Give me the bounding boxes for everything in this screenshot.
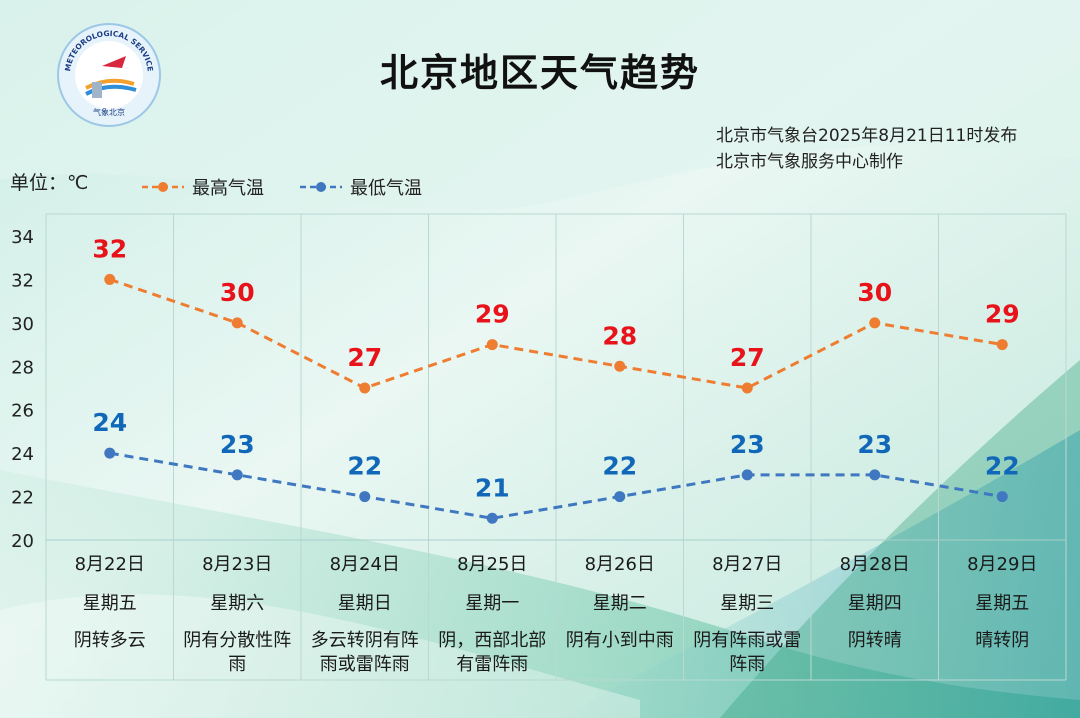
high-temp-point xyxy=(359,382,371,394)
weather-description-line: 阴有小到中雨 xyxy=(565,630,674,651)
svg-text:气象北京: 气象北京 xyxy=(93,107,125,117)
weekday-label: 星期一 xyxy=(465,593,520,614)
high-temp-data-label: 27 xyxy=(347,343,382,372)
weather-description-line: 阴有分散性阵 xyxy=(183,630,292,651)
low-temp-point xyxy=(614,491,626,503)
y-tick-label: 22 xyxy=(11,488,34,509)
low-temp-data-label: 22 xyxy=(985,452,1020,481)
weather-description-line: 有雷阵雨 xyxy=(456,654,529,675)
weather-description-line: 阴转多云 xyxy=(73,630,146,651)
y-tick-label: 20 xyxy=(11,531,34,552)
high-temp-data-label: 30 xyxy=(857,278,892,307)
high-temp-point xyxy=(996,339,1008,351)
y-tick-label: 24 xyxy=(11,444,34,465)
high-temp-point xyxy=(231,317,243,329)
low-temp-line xyxy=(109,451,1003,520)
high-temp-data-label: 29 xyxy=(475,300,510,329)
weekday-label: 星期二 xyxy=(592,593,647,614)
weather-description-line: 雨或雷阵雨 xyxy=(319,654,410,675)
y-tick-label: 28 xyxy=(11,357,34,378)
high-temp-point xyxy=(486,339,498,351)
weather-description-line: 阴，西部北部 xyxy=(438,630,547,651)
high-temp-line xyxy=(109,278,1003,390)
high-temp-data-label: 28 xyxy=(602,321,637,350)
high-temp-point xyxy=(741,382,753,394)
legend-item-low: 最低气温 xyxy=(298,174,422,200)
low-temp-data-label: 21 xyxy=(475,473,510,502)
weather-description: 多云转阴有阵 雨或雷阵雨 xyxy=(301,629,429,677)
low-temp-data-label: 23 xyxy=(220,430,255,459)
legend-low-label: 最低气温 xyxy=(350,178,422,199)
weather-description-line: 阴转晴 xyxy=(847,630,902,651)
x-tick-label-date: 8月26日 xyxy=(584,554,655,575)
x-tick-label-date: 8月25日 xyxy=(457,554,528,575)
low-temp-data-label: 22 xyxy=(602,452,637,481)
weekday-label: 星期三 xyxy=(720,593,775,614)
weather-description: 阴转晴 xyxy=(811,629,939,653)
y-tick-label: 34 xyxy=(11,227,34,248)
low-temp-point xyxy=(231,469,243,481)
meteorological-service-logo: METEOROLOGICAL SERVICE 气象北京 xyxy=(57,23,161,127)
weather-description-line: 阵雨 xyxy=(729,654,766,675)
issuer-line-1: 北京市气象台2025年8月21日11时发布 xyxy=(716,126,1018,146)
weekday-label: 星期六 xyxy=(210,593,265,614)
unit-label: 单位：℃ xyxy=(10,172,89,194)
low-temp-point xyxy=(996,491,1008,503)
high-temp-data-label: 29 xyxy=(985,300,1020,329)
high-temp-point xyxy=(104,273,116,285)
low-temp-point xyxy=(869,469,881,481)
weather-description: 阴转多云 xyxy=(46,629,174,653)
weather-description-line: 多云转阴有阵 xyxy=(310,630,419,651)
low-temp-point xyxy=(359,491,371,503)
weather-description-line: 雨 xyxy=(228,654,247,675)
high-temp-point xyxy=(614,360,626,372)
weather-description: 晴转阴 xyxy=(939,629,1067,653)
weather-description-line: 晴转阴 xyxy=(975,630,1030,651)
low-temp-data-label: 22 xyxy=(347,452,382,481)
weekday-label: 星期五 xyxy=(82,593,137,614)
weather-description: 阴有阵雨或雷 阵雨 xyxy=(684,629,812,677)
page-title: 北京地区天气趋势 xyxy=(379,51,700,95)
high-temp-data-label: 32 xyxy=(92,234,127,263)
high-temp-data-label: 30 xyxy=(220,278,255,307)
legend-high-label: 最高气温 xyxy=(192,178,264,199)
issuer-info: 北京市气象台2025年8月21日11时发布 北京市气象服务中心制作 xyxy=(716,123,1017,175)
x-tick-label-date: 8月23日 xyxy=(202,554,273,575)
weather-description-line: 阴有阵雨或雷 xyxy=(693,630,802,651)
weekday-label: 星期日 xyxy=(337,593,392,614)
high-temp-data-label: 27 xyxy=(730,343,765,372)
x-tick-label-date: 8月24日 xyxy=(329,554,400,575)
weather-description: 阴有小到中雨 xyxy=(556,629,684,653)
y-tick-label: 26 xyxy=(11,401,34,422)
x-tick-label-date: 8月27日 xyxy=(712,554,783,575)
weather-description: 阴有分散性阵雨 xyxy=(174,629,302,677)
y-tick-label: 32 xyxy=(11,270,34,291)
low-temp-data-label: 24 xyxy=(92,408,127,437)
issuer-line-2: 北京市气象服务中心制作 xyxy=(716,152,903,172)
legend-low-marker xyxy=(300,182,342,192)
legend-high-marker xyxy=(142,182,184,192)
x-tick-label-date: 8月29日 xyxy=(967,554,1038,575)
low-temp-data-label: 23 xyxy=(730,430,765,459)
low-temp-point xyxy=(104,447,116,459)
weekday-label: 星期五 xyxy=(975,593,1030,614)
high-temp-point xyxy=(869,317,881,329)
weather-description: 阴，西部北部 有雷阵雨 xyxy=(429,629,557,677)
x-tick-label-date: 8月22日 xyxy=(74,554,145,575)
y-tick-label: 30 xyxy=(11,314,34,335)
weekday-label: 星期四 xyxy=(847,593,902,614)
low-temp-point xyxy=(486,512,498,524)
x-tick-label-date: 8月28日 xyxy=(839,554,910,575)
low-temp-point xyxy=(741,469,753,481)
low-temp-data-label: 23 xyxy=(857,430,892,459)
legend-item-high: 最高气温 xyxy=(140,174,264,200)
